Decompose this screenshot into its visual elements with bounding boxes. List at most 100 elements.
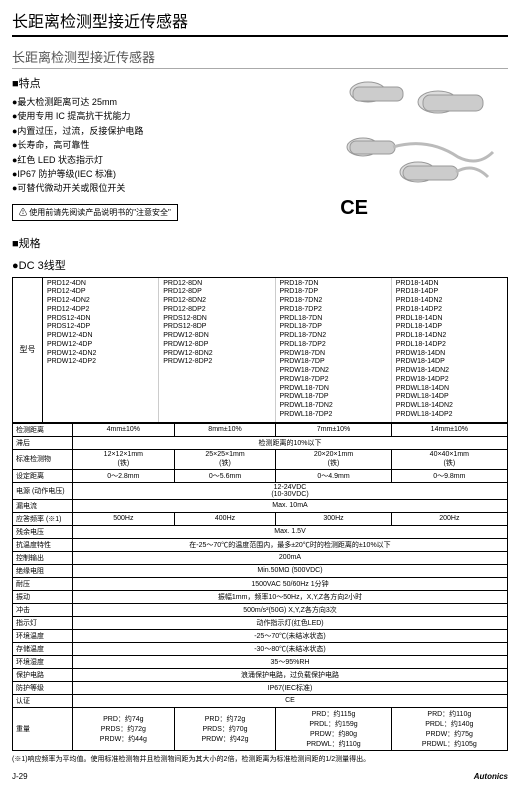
model-item: PRDW12-4DP [47,341,154,350]
spec-value: 12-24VDC (10-30VDC) [73,482,508,499]
spec-value: PRD：约115g PRDL：约159g PRDW：约80g PRDWL：约11… [276,707,391,750]
spec-label: 残余电压 [13,525,73,538]
model-item: PRDW12-8DN2 [163,350,270,359]
model-item: PRDL18-14DP [396,323,503,332]
model-item: PRDWL18-14DP [396,393,503,402]
spec-value: 14mm±10% [391,423,507,436]
spec-label: 检测距离 [13,423,73,436]
model-item: PRDWL18-14DP2 [396,411,503,420]
spec-value: 检测距离的10%以下 [73,436,508,449]
model-item: PRDWL18-7DP [280,393,387,402]
spec-value: 25×25×1mm (铁) [174,449,276,469]
model-item: PRDL18-14DP2 [396,341,503,350]
model-item: PRDL18-14DN [396,315,503,324]
model-item: PRDWL18-7DN2 [280,402,387,411]
spec-value: Max. 1.5V [73,525,508,538]
spec-value: Max. 10mA [73,499,508,512]
spec-value: 振幅1mm，频率10～50Hz，X,Y,Z各方向2小时 [73,590,508,603]
spec-label: 应答频率 (※1) [13,512,73,525]
model-item: PRDWL18-14DN2 [396,402,503,411]
model-item: PRD12-4DN2 [47,297,154,306]
spec-value: 4mm±10% [73,423,175,436]
page-number: J-29 [12,772,28,781]
model-item: PRDL18-7DN [280,315,387,324]
spec-value: IP67(IEC标准) [73,681,508,694]
dc-heading: ●DC 3线型 [12,257,508,273]
model-item: PRDWL18-14DN [396,385,503,394]
model-item: PRDL18-14DN2 [396,332,503,341]
spec-value: 12×12×1mm (铁) [73,449,175,469]
spec-table: 检测距离4mm±10%8mm±10%7mm±10%14mm±10%滞后检测距离的… [12,423,508,751]
spec-value: 在-25～70℃的温度范围内，最多±20℃时的检测距离的±10%以下 [73,538,508,551]
model-item: PRDW12-4DN2 [47,350,154,359]
spec-label: 绝缘电阻 [13,564,73,577]
model-item: PRDWL18-7DN [280,385,387,394]
spec-label: 控制输出 [13,551,73,564]
model-item: PRD12-8DN [163,280,270,289]
spec-value: 200mA [73,551,508,564]
model-item: PRD18-14DP [396,288,503,297]
model-item: PRDW12-4DN [47,332,154,341]
model-col-1: PRD12-4DNPRD12-4DPPRD12-4DN2PRD12-4DP2PR… [43,278,159,422]
model-col-2: PRD12-8DNPRD12-8DPPRD12-8DN2PRD12-8DP2PR… [159,278,275,422]
spec-value: 7mm±10% [276,423,391,436]
spec-label: 耐压 [13,577,73,590]
spec-value: 动作指示灯(红色LED) [73,616,508,629]
spec-label: 存储温度 [13,642,73,655]
model-item: PRDW12-8DP [163,341,270,350]
model-item: PRDW18-14DP2 [396,376,503,385]
model-item: PRDW12-4DP2 [47,358,154,367]
spec-value: PRD：约110g PRDL：约140g PRDW：约75g PRDWL：约10… [391,707,507,750]
model-item: PRDL18-7DP [280,323,387,332]
product-image [308,67,508,197]
spec-value: 40×40×1mm (铁) [391,449,507,469]
spec-label: 抗温度特性 [13,538,73,551]
page-subtitle: 长距离检测型接近传感器 [12,47,508,69]
model-item: PRD18-14DP2 [396,306,503,315]
spec-value: 浪涌保护电路，过负载保护电路 [73,668,508,681]
spec-label: 标准检测物 [13,449,73,469]
spec-label: 保护电路 [13,668,73,681]
model-item: PRDS12-8DP [163,323,270,332]
model-item: PRD12-8DP [163,288,270,297]
model-item: PRD18-14DN2 [396,297,503,306]
spec-label: 冲击 [13,603,73,616]
spec-label: 振动 [13,590,73,603]
spec-label: 防护等级 [13,681,73,694]
spec-heading: ■规格 [12,235,508,251]
model-item: PRD12-4DP [47,288,154,297]
model-item: PRDL18-7DN2 [280,332,387,341]
spec-label: 环境湿度 [13,655,73,668]
model-item: PRDW18-14DN [396,350,503,359]
model-col-4: PRD18-14DNPRD18-14DPPRD18-14DN2PRD18-14D… [392,278,507,422]
spec-label: 认证 [13,694,73,707]
spec-label: 指示灯 [13,616,73,629]
spec-label: 滞后 [13,436,73,449]
spec-value: 0～5.6mm [174,469,276,482]
model-item: PRDS12-4DN [47,315,154,324]
model-item: PRD18-7DN2 [280,297,387,306]
model-item: PRDW18-7DN2 [280,367,387,376]
spec-value: -30～80℃(未结冰状态) [73,642,508,655]
model-item: PRDWL18-7DP2 [280,411,387,420]
spec-value: PRD：约74g PRDS：约72g PRDW：约44g [73,707,175,750]
model-item: PRD12-8DP2 [163,306,270,315]
spec-value: 500m/s²(50G) X,Y,Z各方向3次 [73,603,508,616]
spec-value: 200Hz [391,512,507,525]
spec-label: 重量 [13,707,73,750]
spec-value: CE [73,694,508,707]
spec-value: Min.50MΩ (500VDC) [73,564,508,577]
ce-mark: CE [340,197,368,220]
spec-label: 环境温度 [13,629,73,642]
model-item: PRD12-8DN2 [163,297,270,306]
spec-value: 35～95%RH [73,655,508,668]
spec-value: -25～70℃(未结冰状态) [73,629,508,642]
model-label: 型号 [13,278,43,422]
warning-box: ⚠ 使用前请先阅读产品说明书的"注意安全" [12,204,178,221]
model-item: PRD12-4DN [47,280,154,289]
spec-value: 1500VAC 50/60Hz 1分钟 [73,577,508,590]
model-item: PRDL18-7DP2 [280,341,387,350]
spec-value: 400Hz [174,512,276,525]
model-item: PRDW18-7DP [280,358,387,367]
model-item: PRDS12-8DN [163,315,270,324]
